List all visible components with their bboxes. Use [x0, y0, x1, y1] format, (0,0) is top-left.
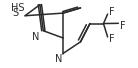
Text: S: S	[13, 8, 19, 18]
Text: F: F	[109, 34, 115, 44]
Text: F: F	[109, 7, 115, 17]
Text: N: N	[55, 54, 63, 64]
Text: HS: HS	[11, 3, 24, 13]
Text: F: F	[120, 21, 126, 31]
Text: N: N	[32, 32, 40, 42]
